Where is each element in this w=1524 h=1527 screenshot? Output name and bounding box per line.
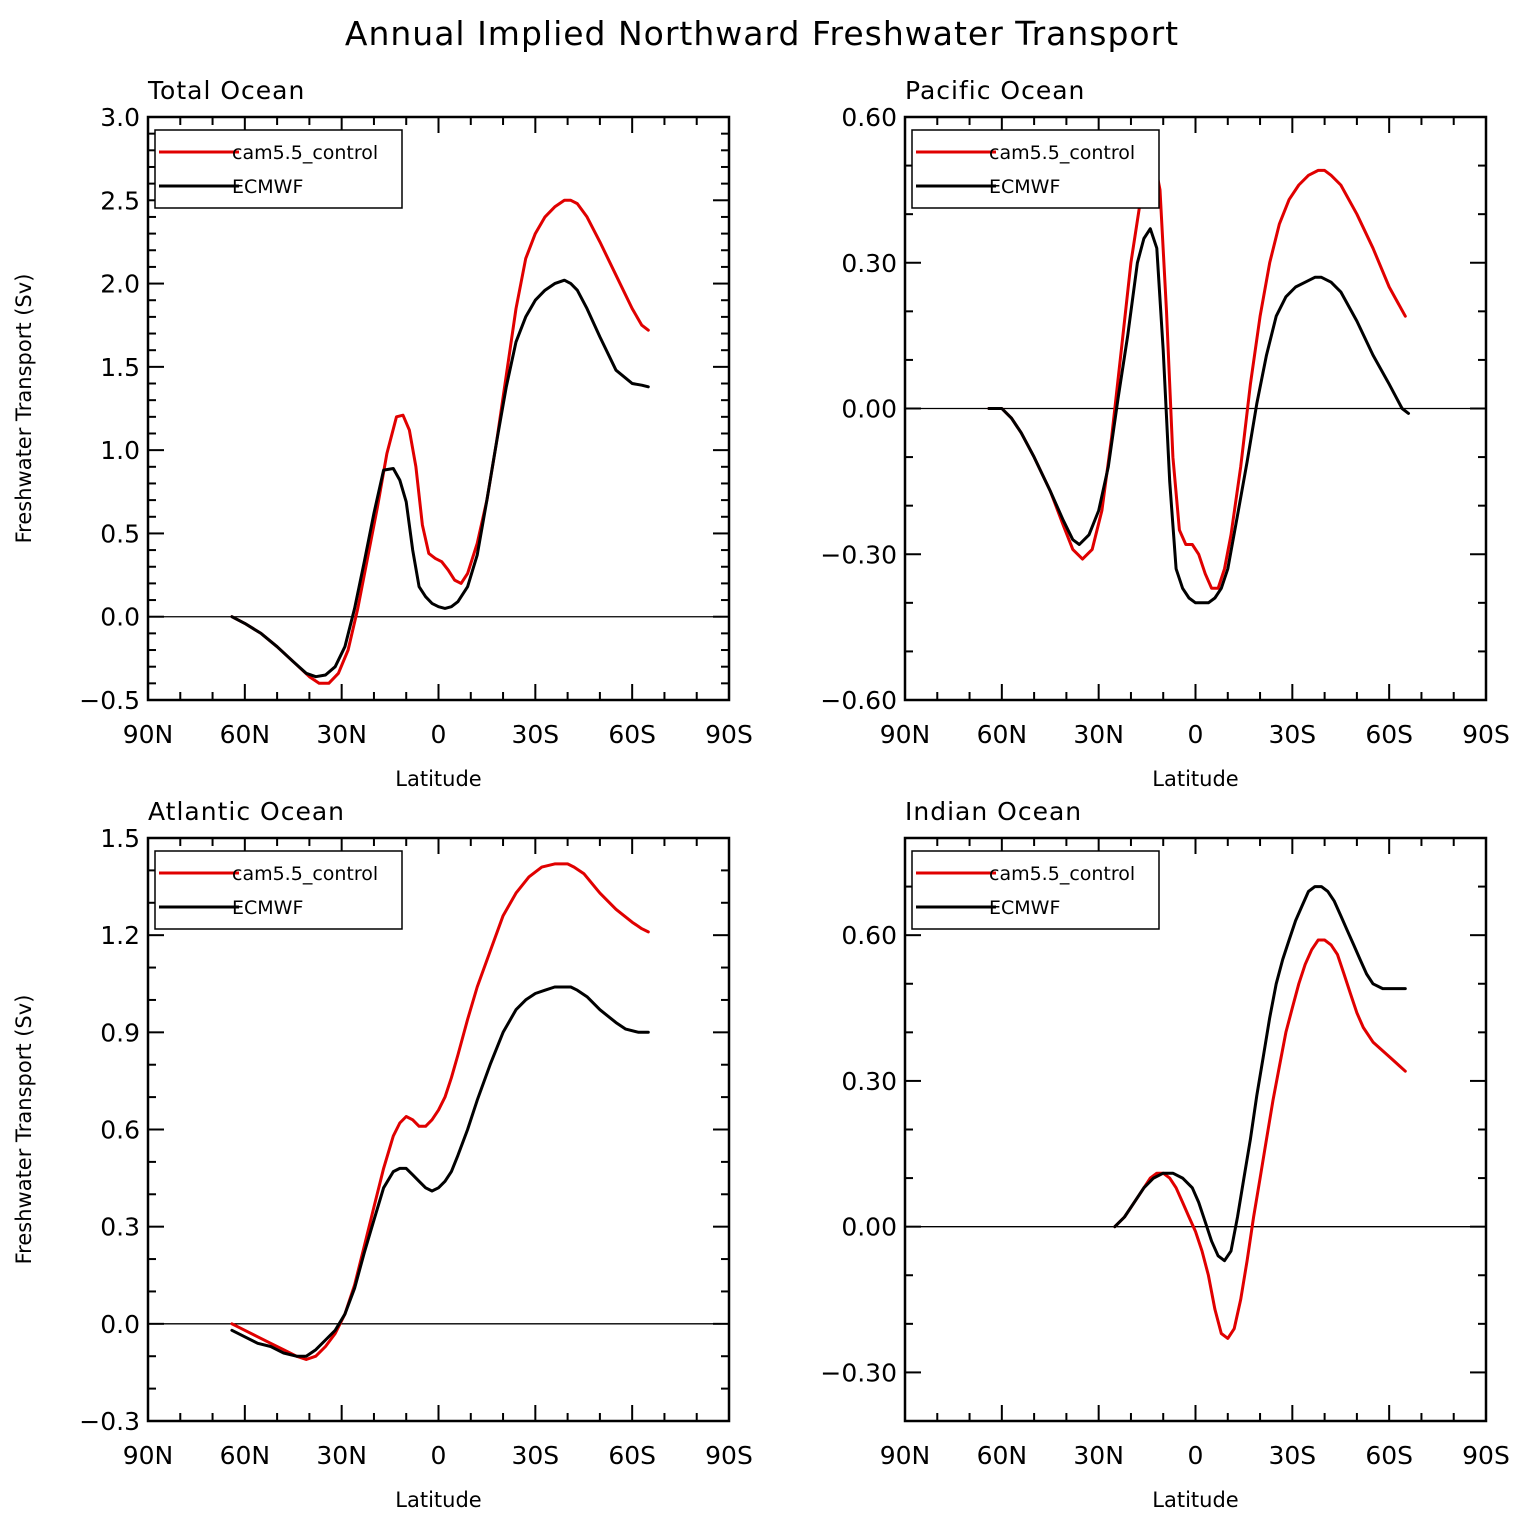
x-axis-label: Latitude	[395, 767, 481, 791]
x-tick-label: 30S	[1268, 720, 1316, 749]
x-tick-label: 60S	[608, 1441, 656, 1470]
x-tick-label: 90S	[1462, 1441, 1510, 1470]
y-tick-label: 0.0	[100, 603, 140, 632]
series-line-model	[230, 862, 650, 1361]
y-tick-label: 1.2	[100, 921, 140, 950]
panel-title: Indian Ocean	[905, 797, 1082, 826]
series-line-obs	[1113, 885, 1407, 1263]
x-tick-label: 30N	[316, 1441, 367, 1470]
legend-label: ECMWF	[989, 176, 1060, 198]
x-tick-label: 90S	[1462, 720, 1510, 749]
y-tick-label: 0.5	[100, 519, 140, 548]
x-tick-label: 30N	[316, 720, 367, 749]
legend: cam5.5_control ECMWF	[154, 129, 403, 209]
x-tick-label: 90N	[123, 1441, 174, 1470]
y-tick-label: 0.00	[841, 1213, 897, 1242]
series-line-model	[230, 198, 650, 685]
x-tick-label: 60N	[977, 1441, 1028, 1470]
figure-title: Annual Implied Northward Freshwater Tran…	[345, 14, 1179, 53]
series-line-obs	[230, 278, 650, 679]
y-tick-label: 1.0	[100, 436, 140, 465]
x-tick-label: 0	[1188, 1441, 1204, 1470]
x-tick-label: 60N	[220, 720, 271, 749]
series-line-obs	[987, 227, 1410, 605]
x-tick-label: 30N	[1073, 720, 1124, 749]
legend-box	[154, 129, 403, 209]
y-tick-label: 1.5	[100, 824, 140, 853]
legend-label: ECMWF	[232, 897, 303, 919]
y-tick-label: 0.60	[841, 103, 897, 132]
x-tick-label: 30S	[1268, 1441, 1316, 1470]
y-tick-label: 0.0	[100, 1310, 140, 1339]
y-tick-label: 0.60	[841, 921, 897, 950]
x-tick-label: 60S	[608, 720, 656, 749]
x-tick-label: 0	[1188, 720, 1204, 749]
x-tick-label: 90S	[705, 1441, 753, 1470]
x-tick-label: 60S	[1365, 720, 1413, 749]
panel-title: Total Ocean	[147, 76, 305, 105]
series-line-model	[1113, 938, 1407, 1340]
y-axis-label: Freshwater Transport (Sv)	[12, 274, 36, 544]
legend-label: ECMWF	[232, 176, 303, 198]
legend-label: cam5.5_control	[232, 142, 378, 164]
panel-group: 90N 60N 30N 0 30S 60S 90S −0.5 0.0 0.5 1.0 1.5 2.0 2.…	[12, 76, 1510, 1512]
x-tick-label: 90N	[123, 720, 174, 749]
legend-label: cam5.5_control	[232, 863, 378, 885]
x-tick-label: 0	[431, 1441, 447, 1470]
legend-box	[154, 850, 403, 930]
panel-title: Atlantic Ocean	[148, 797, 345, 826]
y-tick-label: −0.60	[820, 686, 897, 715]
x-tick-label: 30S	[511, 1441, 559, 1470]
legend: cam5.5_control ECMWF	[911, 129, 1160, 209]
series-line-model	[987, 154, 1407, 590]
y-tick-label: 0.30	[841, 249, 897, 278]
y-axis-label: Freshwater Transport (Sv)	[12, 995, 36, 1265]
x-axis-label: Latitude	[1152, 1488, 1238, 1512]
chart-panel: 90N 60N 30N 0 30S 60S 90S −0.5 0.0 0.5 1.0 1.5 2.0 2.…	[12, 76, 753, 791]
x-tick-label: 30N	[1073, 1441, 1124, 1470]
x-axis-label: Latitude	[395, 1488, 481, 1512]
y-tick-label: −0.30	[820, 540, 897, 569]
legend-label: ECMWF	[989, 897, 1060, 919]
x-tick-label: 90N	[880, 720, 931, 749]
y-tick-label: −0.5	[79, 686, 140, 715]
legend-box	[911, 850, 1160, 930]
y-tick-label: 2.0	[100, 270, 140, 299]
legend-box	[911, 129, 1160, 209]
x-tick-label: 60N	[977, 720, 1028, 749]
x-tick-label: 0	[431, 720, 447, 749]
y-tick-label: 3.0	[100, 103, 140, 132]
x-tick-label: 90N	[880, 1441, 931, 1470]
chart-panel: 90N 60N 30N 0 30S 60S 90S −0.60 −0.30 0.00 0.30 0.6…	[820, 76, 1509, 791]
y-tick-label: 0.00	[841, 395, 897, 424]
y-tick-label: 1.5	[100, 353, 140, 382]
legend: cam5.5_control ECMWF	[911, 850, 1160, 930]
x-tick-label: 60S	[1365, 1441, 1413, 1470]
y-tick-label: −0.30	[820, 1358, 897, 1387]
y-tick-label: 2.5	[100, 186, 140, 215]
y-tick-label: 0.9	[100, 1018, 140, 1047]
y-tick-label: −0.3	[79, 1407, 140, 1436]
panel-title: Pacific Ocean	[905, 76, 1085, 105]
legend-label: cam5.5_control	[989, 142, 1135, 164]
y-tick-label: 0.6	[100, 1116, 140, 1145]
series-line-obs	[230, 985, 650, 1358]
chart-panel: 90N 60N 30N 0 30S 60S 90S −0.30 0.00 0.30 0.60 Indi…	[820, 797, 1509, 1512]
x-tick-label: 90S	[705, 720, 753, 749]
legend-label: cam5.5_control	[989, 863, 1135, 885]
x-tick-label: 30S	[511, 720, 559, 749]
y-tick-label: 0.30	[841, 1067, 897, 1096]
legend: cam5.5_control ECMWF	[154, 850, 403, 930]
chart-panel: 90N 60N 30N 0 30S 60S 90S −0.3 0.0 0.3 0.6 0.9 1.2 1.…	[12, 797, 753, 1512]
y-tick-label: 0.3	[100, 1213, 140, 1242]
x-tick-label: 60N	[220, 1441, 271, 1470]
x-axis-label: Latitude	[1152, 767, 1238, 791]
